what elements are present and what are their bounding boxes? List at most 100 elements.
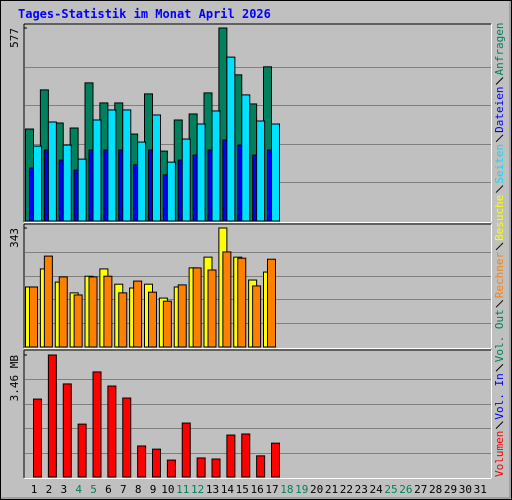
bar	[47, 121, 57, 222]
bar	[237, 257, 247, 348]
x-tick-label: 7	[120, 483, 127, 496]
x-tick-label: 25	[384, 483, 397, 496]
x-tick-label: 8	[135, 483, 142, 496]
x-tick-label: 12	[191, 483, 204, 496]
x-tick-label: 16	[251, 483, 264, 496]
bar	[152, 114, 161, 222]
legend-label: Besuche	[493, 195, 506, 241]
x-tick-label: 20	[310, 483, 323, 496]
x-tick-label: 29	[444, 483, 457, 496]
bar	[92, 119, 102, 222]
x-tick-label: 14	[221, 483, 235, 496]
bar	[47, 354, 57, 478]
x-tick-label: 3	[60, 483, 67, 496]
bar	[137, 445, 147, 478]
bar	[58, 276, 68, 348]
x-tick-label: 10	[161, 483, 174, 496]
bar	[256, 455, 266, 478]
y-tick-label: 343	[8, 228, 21, 248]
bar	[196, 457, 206, 478]
bar	[177, 284, 187, 348]
legend-label: Anfragen	[493, 22, 506, 75]
legend-separator	[495, 185, 504, 193]
x-tick-label: 4	[75, 483, 82, 496]
legend-label: Vol. Out	[493, 309, 506, 362]
bar	[181, 138, 191, 222]
bar	[181, 422, 191, 478]
bar	[133, 280, 143, 348]
bar	[241, 433, 251, 478]
x-tick-label: 27	[414, 483, 427, 496]
x-tick-label: 2	[46, 483, 53, 496]
bar	[33, 398, 42, 478]
bar	[192, 267, 202, 348]
bar	[92, 371, 102, 478]
legend-label: Volumen	[493, 431, 506, 477]
bar	[148, 291, 157, 348]
bar	[73, 294, 83, 348]
legend-separator	[495, 242, 504, 251]
x-tick-label: 19	[295, 483, 308, 496]
bar	[137, 141, 147, 222]
legend-label: Vol. In	[493, 373, 506, 419]
bar	[77, 423, 87, 478]
bar	[103, 275, 113, 348]
bar	[252, 285, 262, 348]
bar	[222, 251, 232, 348]
bar	[166, 161, 176, 222]
bar	[43, 255, 53, 348]
x-tick-label: 24	[370, 483, 384, 496]
legend-separator	[495, 421, 504, 429]
y-tick-label: 577	[8, 28, 21, 48]
x-tick-label: 30	[459, 483, 472, 496]
bar	[77, 158, 87, 222]
legend-label: Dateien	[493, 86, 506, 132]
bar	[33, 145, 42, 222]
legend-separator	[495, 77, 504, 85]
legend-separator	[495, 134, 504, 143]
x-tick-label: 9	[150, 483, 157, 496]
x-tick-label: 1	[31, 483, 38, 496]
bar	[271, 123, 280, 222]
x-tick-label: 18	[280, 483, 293, 496]
bar	[62, 383, 72, 478]
bar	[211, 458, 221, 478]
bar	[271, 442, 280, 478]
x-tick-label: 28	[429, 483, 442, 496]
chart-title: Tages-Statistik im Monat April 2026	[18, 7, 271, 21]
bar	[62, 144, 72, 222]
x-tick-label: 13	[206, 483, 219, 496]
bar	[211, 110, 221, 222]
bar	[122, 109, 132, 222]
x-tick-label: 23	[355, 483, 368, 496]
bar	[118, 292, 128, 348]
bar	[207, 269, 217, 348]
legend-label: Rechner	[493, 252, 506, 299]
x-tick-label: 22	[340, 483, 353, 496]
bar	[162, 300, 172, 348]
bar	[166, 459, 176, 478]
y-tick-label: 3.46 MB	[8, 355, 21, 402]
bar	[241, 94, 251, 222]
x-tick-label: 31	[474, 483, 487, 496]
legend-label: Seiten	[493, 144, 506, 184]
bar	[267, 258, 276, 348]
x-tick-label: 17	[265, 483, 278, 496]
x-tick-label: 6	[105, 483, 112, 496]
bar	[107, 385, 117, 478]
bar	[226, 56, 236, 222]
bar	[256, 120, 266, 222]
x-tick-label: 5	[90, 483, 97, 496]
bar	[152, 448, 161, 478]
bar	[29, 286, 38, 348]
x-tick-label: 11	[176, 483, 189, 496]
legend-separator	[495, 299, 504, 308]
x-tick-label: 15	[236, 483, 249, 496]
bar	[196, 123, 206, 222]
bar	[226, 434, 236, 478]
x-tick-label: 21	[325, 483, 338, 496]
bar	[88, 276, 98, 348]
legend-separator	[495, 363, 504, 372]
bar	[122, 397, 132, 478]
